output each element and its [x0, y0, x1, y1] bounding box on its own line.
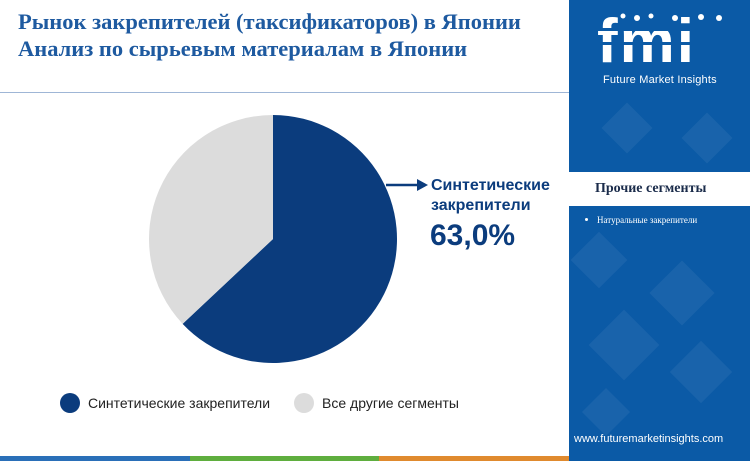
website-url: www.futuremarketinsights.com	[574, 433, 724, 445]
page-title: Рынок закрепителей (таксификаторов) в Яп…	[18, 8, 568, 62]
side-panel-item-natural: Натуральные закрепители	[583, 215, 743, 225]
side-panel: fmi Future Market Insights Прочие сегмен…	[569, 0, 750, 461]
side-panel-list: Натуральные закрепители	[583, 215, 743, 225]
callout-arrow	[386, 179, 428, 191]
title-line-1: Рынок закрепителей (таксификаторов) в Яп…	[18, 9, 521, 34]
pie-slices	[149, 115, 397, 363]
pie-slice-synthetic	[182, 115, 397, 363]
legend-item-other: Все другие сегменты	[294, 393, 459, 413]
side-panel-heading: Прочие сегменты	[569, 172, 750, 206]
title-line-2: Анализ по сырьевым материалам в Японии	[18, 36, 468, 61]
callout-label: Синтетические закрепители	[431, 177, 550, 214]
panel-pattern	[570, 102, 733, 437]
legend-label-synthetic: Синтетические закрепители	[88, 395, 271, 411]
side-panel-heading-text: Прочие сегменты	[595, 181, 707, 196]
legend-item-synthetic: Синтетические закрепители	[60, 393, 270, 413]
pie-slice-other	[149, 115, 273, 324]
callout-value: 63,0%	[430, 219, 516, 252]
logo-wordmark: fmi	[597, 8, 696, 70]
legend-swatch-synthetic	[60, 393, 80, 413]
legend-label-other: Все другие сегменты	[322, 395, 459, 411]
fmi-logo: fmi Future Market Insights	[579, 7, 739, 88]
callout-arrow-head	[417, 179, 428, 191]
bottom-bar-segment-3	[379, 456, 570, 461]
legend-swatch-other	[294, 393, 315, 413]
bottom-bar-segment-1	[0, 456, 190, 461]
bottom-color-bar	[0, 456, 570, 461]
title-divider	[0, 92, 569, 93]
bottom-bar-segment-2	[189, 456, 380, 461]
logo-tagline: Future Market Insights	[603, 74, 717, 86]
fmi-logo-mark: fmi	[597, 7, 737, 76]
chart-legend: Синтетические закрепители Все другие сег…	[60, 393, 483, 413]
pie-chart	[149, 115, 428, 363]
